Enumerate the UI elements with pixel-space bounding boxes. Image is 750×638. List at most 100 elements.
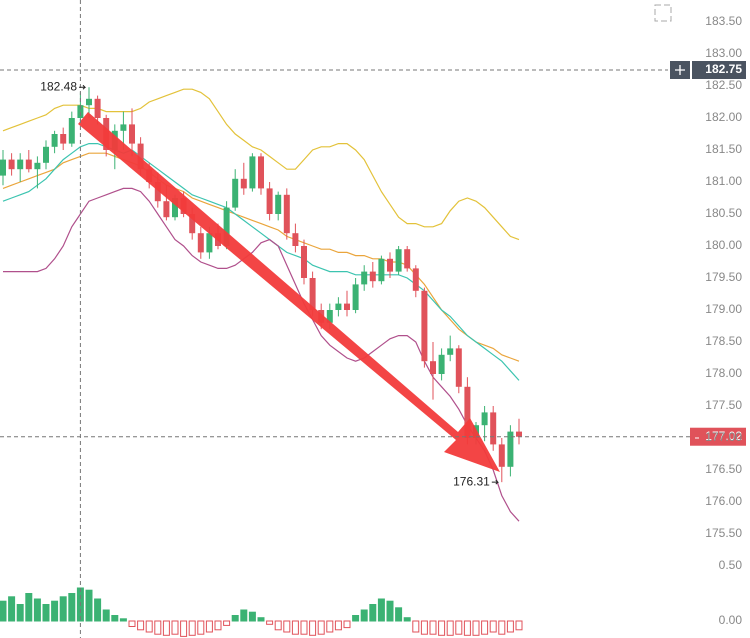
candle-body: [206, 233, 213, 253]
candle-body: [163, 201, 170, 218]
candle-body: [335, 303, 342, 310]
y-tick-label: 177.50: [705, 398, 742, 412]
candle-body: [232, 178, 239, 208]
histogram-bar: [309, 620, 317, 636]
histogram-bar: [463, 620, 471, 636]
candle-body: [447, 348, 454, 355]
histogram-bar: [352, 615, 360, 622]
candle-body: [421, 290, 428, 362]
candle-body: [137, 143, 144, 170]
candle-body: [189, 214, 196, 234]
candle-body: [275, 194, 282, 214]
candle-body: [378, 258, 385, 282]
y-tick-label: 0.50: [719, 558, 743, 572]
candle-body: [438, 354, 445, 374]
histogram-bar: [68, 593, 76, 622]
histogram-bar: [25, 593, 33, 622]
candle-body: [309, 278, 316, 310]
candle-body: [387, 258, 393, 272]
histogram-bar: [343, 620, 351, 629]
histogram-bar: [515, 620, 523, 631]
candle-body: [361, 271, 368, 285]
histogram-bar: [266, 620, 274, 625]
histogram-bar: [257, 617, 265, 622]
candle-body: [490, 412, 497, 445]
candle-body: [498, 444, 505, 467]
histogram-bar: [506, 620, 514, 633]
candle-body: [266, 188, 273, 214]
candle-body: [43, 146, 49, 163]
candle-body: [120, 124, 127, 131]
candle-body: [344, 303, 350, 310]
y-tick-label: 181.00: [705, 174, 742, 188]
histogram-bar: [300, 620, 308, 635]
histogram-bar: [446, 620, 454, 636]
trend-arrow: [78, 112, 500, 472]
histogram-bar: [377, 598, 385, 622]
histogram-bar: [360, 609, 368, 622]
candle-layer: [0, 87, 523, 637]
histogram-bar: [145, 620, 153, 633]
histogram-bar: [283, 620, 291, 633]
overlay-line: [2, 152, 520, 362]
candle-body: [301, 246, 307, 278]
histogram-bar: [429, 620, 437, 635]
candle-body: [0, 159, 6, 176]
histogram-bar: [472, 620, 480, 636]
y-tick-label: 180.50: [705, 206, 742, 220]
candle-body: [86, 98, 92, 106]
histogram-bar: [395, 607, 403, 622]
candle-body: [455, 348, 462, 387]
y-tick-label: 175.50: [705, 526, 742, 540]
histogram-bar: [162, 620, 170, 636]
candle-body: [507, 431, 514, 467]
histogram-bar: [326, 620, 334, 633]
histogram-bar: [128, 620, 136, 627]
high-arrow: [79, 84, 87, 90]
histogram-bar: [455, 620, 463, 635]
y-tick-label: 181.50: [705, 142, 742, 156]
candle-body: [77, 105, 84, 118]
histogram-bar: [498, 620, 506, 635]
crosshair-tag: [692, 61, 746, 79]
histogram-bar: [291, 620, 299, 635]
histogram-bar: [205, 620, 213, 633]
y-tick-label: 182.50: [705, 78, 742, 92]
low-arrow: [491, 479, 500, 485]
candle-body: [249, 156, 256, 189]
y-tick-label: 176.00: [705, 494, 742, 508]
histogram-bar: [438, 620, 446, 636]
candle-body: [17, 159, 24, 170]
last-price-tag: [690, 427, 746, 446]
histogram-bar: [214, 620, 222, 631]
candle-body: [34, 162, 41, 170]
y-tick-label: 178.00: [705, 366, 742, 380]
candle-body: [51, 134, 58, 147]
histogram-bar: [248, 611, 256, 622]
histogram-bar: [386, 600, 394, 622]
candle-body: [8, 159, 15, 170]
histogram-bar: [223, 620, 231, 626]
histogram-bar: [171, 620, 179, 635]
histogram-bar: [412, 620, 420, 633]
y-tick-label: 177.00: [705, 430, 742, 444]
histogram-bar: [489, 620, 497, 633]
histogram-bar: [180, 620, 188, 637]
candle-body: [25, 159, 32, 170]
y-tick-label: 178.50: [705, 334, 742, 348]
high-label: 182.48: [40, 79, 77, 93]
low-label: 176.31: [453, 474, 490, 488]
histogram-bar: [420, 620, 428, 635]
histogram-bar: [119, 618, 127, 622]
candle-body: [464, 386, 471, 438]
candle-body: [283, 194, 290, 234]
candle-body: [352, 284, 359, 310]
expand-icon[interactable]: [654, 4, 672, 22]
histogram-bar: [94, 598, 102, 622]
y-tick-label: 183.00: [705, 46, 742, 60]
candle-body: [395, 249, 402, 272]
